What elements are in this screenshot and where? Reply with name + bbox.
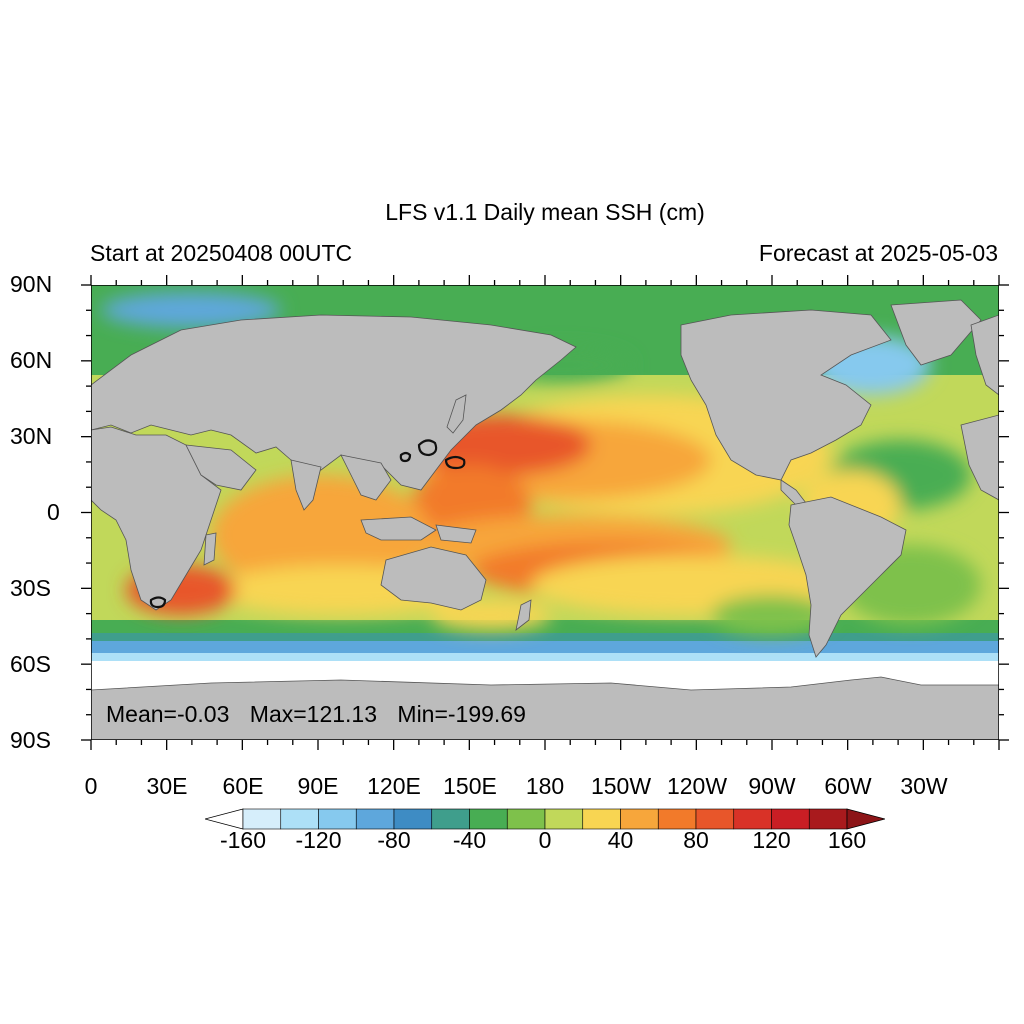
lat-label-90s: 90S [10, 727, 51, 753]
colorbar-box [695, 808, 735, 830]
colorbar-box [506, 808, 546, 830]
lon-label-150e: 150E [443, 773, 497, 799]
colorbar-low-triangle [205, 808, 244, 830]
indian-ocean-orange [211, 475, 431, 595]
colorbar [205, 808, 885, 830]
colorbar-box [318, 808, 357, 830]
new-zealand [515, 599, 532, 631]
lon-label-90w: 90W [748, 773, 796, 799]
lon-label-30w: 30W [900, 773, 948, 799]
lon-label-90e: 90E [297, 773, 339, 799]
japan [446, 394, 467, 434]
arctic-blue [101, 292, 281, 328]
new-guinea [435, 524, 477, 544]
contour-kuroshio-3 [399, 451, 412, 463]
max-value: Max=121.13 [249, 701, 378, 727]
eurasia-landmass [91, 314, 577, 491]
lon-label-120w: 120W [666, 773, 728, 799]
lon-label-0: 0 [84, 773, 98, 799]
colorbar-box [808, 808, 848, 830]
west-africa-right-edge [960, 414, 999, 501]
lon-label-120e: 120E [367, 773, 421, 799]
antarctica-landmass [91, 676, 999, 740]
lon-label-150w: 150W [590, 773, 652, 799]
mean-value: Mean=-0.03 [106, 701, 230, 727]
colorbar-label: -120 [295, 827, 342, 853]
colorbar-label: 160 [827, 827, 867, 853]
colorbar-box [355, 808, 395, 830]
colorbar-box [431, 808, 470, 830]
colorbar-box [469, 808, 508, 830]
lon-label-180: 180 [525, 773, 565, 799]
colorbar-label: 120 [752, 827, 791, 853]
colorbar-box [544, 808, 584, 830]
madagascar [203, 532, 217, 566]
colorbar-box [657, 808, 697, 830]
south-america-landmass [788, 496, 907, 658]
colorbar-box [733, 808, 772, 830]
arabia-landmass [185, 444, 257, 491]
australia-landmass [380, 546, 487, 611]
ssh-map [91, 285, 999, 740]
colorbar-box [582, 808, 621, 830]
lon-label-30e: 30E [146, 773, 188, 799]
lat-label-60n: 60N [10, 347, 53, 373]
min-value: Min=-199.69 [397, 701, 526, 727]
contour-agulhas [149, 596, 167, 609]
colorbar-label: -40 [452, 827, 487, 853]
lat-label-0: 0 [47, 499, 60, 525]
map-title: LFS v1.1 Daily mean SSH (cm) [385, 199, 705, 225]
greenland [890, 299, 982, 366]
colorbar-label: -160 [219, 827, 267, 853]
north-america-landmass [680, 309, 892, 481]
lat-label-30s: 30S [10, 575, 51, 601]
colorbar-box [280, 808, 319, 830]
europe-right-edge [970, 314, 999, 396]
ocean-band-south-light [91, 653, 999, 663]
se-asia-landmass [340, 454, 392, 501]
colorbar-box [242, 808, 282, 830]
e-pacific-green [711, 595, 831, 635]
lon-label-60w: 60W [824, 773, 872, 799]
colorbar-box [393, 808, 433, 830]
colorbar-label: -80 [377, 827, 411, 853]
forecast-time-label: Forecast at 2025-05-03 [758, 240, 998, 266]
lat-label-90n: 90N [10, 271, 53, 297]
stats-readout: Mean=-0.03 Max=121.13 Min=-199.69 [106, 703, 540, 726]
colorbar-label: 0 [538, 827, 552, 853]
start-time-label: Start at 20250408 00UTC [90, 240, 353, 266]
lon-label-60e: 60E [222, 773, 264, 799]
colorbar-high-triangle [846, 808, 885, 830]
colorbar-box [620, 808, 659, 830]
colorbar-box [771, 808, 810, 830]
colorbar-label: 80 [683, 827, 709, 853]
lat-label-30n: 30N [10, 423, 53, 449]
india-landmass [290, 459, 322, 511]
contour-kuroshio-1 [417, 439, 438, 457]
contour-kuroshio-2 [444, 455, 466, 470]
colorbar-label: 40 [607, 827, 634, 853]
ocean-band-south-blue [91, 641, 999, 655]
borneo-indonesia [360, 516, 437, 541]
lat-label-60s: 60S [10, 651, 51, 677]
africa-landmass [91, 426, 222, 611]
